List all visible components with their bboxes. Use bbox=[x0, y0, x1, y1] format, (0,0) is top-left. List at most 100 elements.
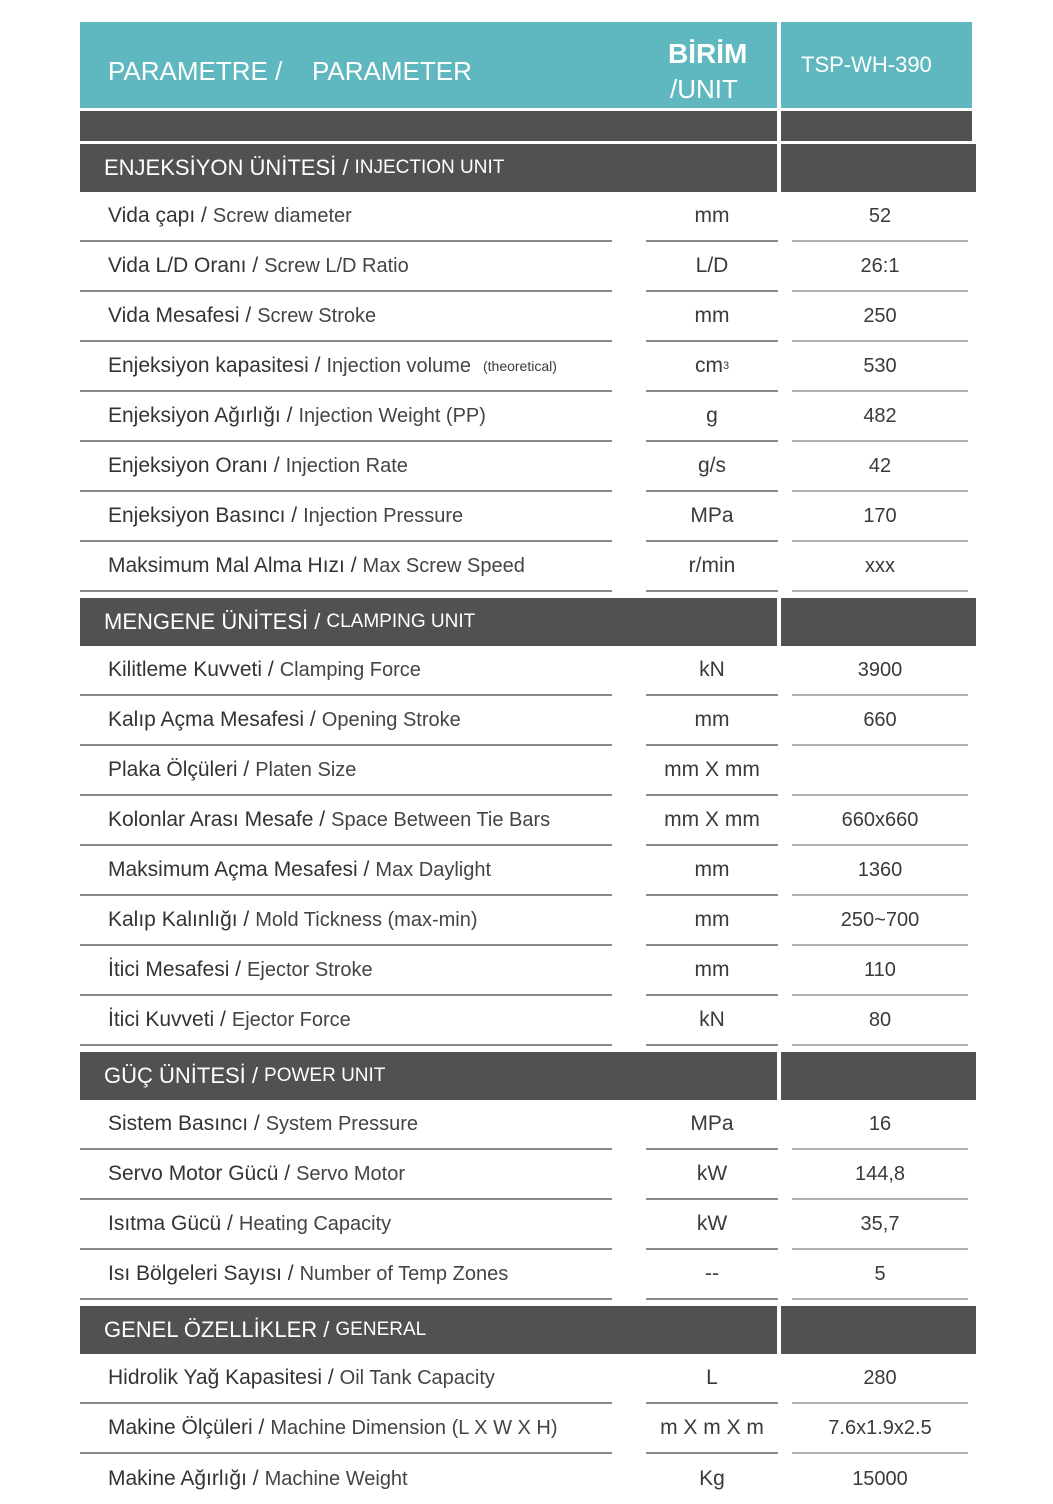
table-row: Kolonlar Arası Mesafe / Space Between Tie… bbox=[80, 796, 980, 846]
unit-text: kW bbox=[696, 1162, 728, 1185]
section-title: GÜÇ ÜNİTESİ / POWER UNIT bbox=[80, 1052, 777, 1100]
value-cell: 660x660 bbox=[792, 796, 968, 846]
parameter-cell: Kilitleme Kuvveti / Clamping Force bbox=[80, 646, 612, 696]
parameter-tr: İtici Mesafesi / bbox=[108, 958, 242, 981]
parameter-tr: Sistem Basıncı / bbox=[108, 1112, 260, 1135]
unit-cell: -- bbox=[646, 1250, 778, 1300]
unit-cell: kW bbox=[646, 1150, 778, 1200]
parameter-en: Clamping Force bbox=[279, 658, 421, 681]
parameter-cell: Enjeksiyon kapasitesi / Injection volume (… bbox=[80, 342, 612, 392]
parameter-en: Servo Motor bbox=[296, 1162, 406, 1185]
parameter-cell: Kalıp Açma Mesafesi / Opening Stroke bbox=[80, 696, 612, 746]
table-row: Sistem Basıncı / System Pressure MPa 16 bbox=[80, 1100, 980, 1150]
section-title-tr: MENGENE ÜNİTESİ / bbox=[104, 609, 321, 634]
value-cell: 530 bbox=[792, 342, 968, 392]
section-value-cell bbox=[781, 1052, 976, 1100]
parameter-tr: Servo Motor Gücü / bbox=[108, 1162, 291, 1185]
section-title: MENGENE ÜNİTESİ / CLAMPING UNIT bbox=[80, 598, 777, 646]
header-parameter-cell: PARAMETRE / PARAMETER BİRİM /UNIT bbox=[80, 22, 777, 108]
parameter-tr: Isıtma Gücü / bbox=[108, 1212, 233, 1235]
unit-text: L bbox=[706, 1366, 718, 1389]
parameter-cell: Hidrolik Yağ Kapasitesi / Oil Tank Capaci… bbox=[80, 1354, 612, 1404]
parameter-tr: Makine Ağırlığı / bbox=[108, 1467, 259, 1490]
unit-cell: g/s bbox=[646, 442, 778, 492]
value-cell: 250 bbox=[792, 292, 968, 342]
value-cell: 15000 bbox=[852, 1467, 908, 1490]
unit-text: mm bbox=[694, 908, 730, 931]
table-row: Servo Motor Gücü / Servo Motor kW 144,8 bbox=[80, 1150, 980, 1200]
table-row: Enjeksiyon kapasitesi / Injection volume (… bbox=[80, 342, 980, 392]
parameter-en: Screw Stroke bbox=[257, 304, 377, 327]
parameter-tr: Makine Ölçüleri / bbox=[108, 1416, 265, 1439]
parameter-cell: Plaka Ölçüleri / Platen Size bbox=[80, 746, 612, 796]
parameter-en: Screw diameter bbox=[212, 204, 352, 227]
parameter-en: Injection Pressure bbox=[303, 504, 464, 527]
parameter-tr: Kalıp Kalınlığı / bbox=[108, 908, 250, 931]
unit-text: mm bbox=[694, 858, 730, 881]
parameter-tr: Enjeksiyon Basıncı / bbox=[108, 504, 298, 527]
section-title-tr: GENEL ÖZELLİKLER / bbox=[104, 1317, 330, 1342]
unit-text: g bbox=[706, 404, 718, 427]
parameter-en: Injection Rate bbox=[285, 454, 408, 477]
parameter-en: Ejector Force bbox=[231, 1008, 351, 1031]
unit-text: cm bbox=[694, 354, 723, 377]
parameter-cell: Sistem Basıncı / System Pressure bbox=[80, 1100, 612, 1150]
parameter-cell: Servo Motor Gücü / Servo Motor bbox=[80, 1150, 612, 1200]
parameter-tr: Maksimum Mal Alma Hızı / bbox=[108, 554, 357, 577]
unit-text: kN bbox=[699, 1008, 725, 1031]
unit-cell: mm bbox=[646, 192, 778, 242]
table-header: PARAMETRE / PARAMETER BİRİM /UNIT TSP-WH… bbox=[80, 22, 980, 108]
unit-cell: MPa bbox=[646, 1100, 778, 1150]
value-cell: 660 bbox=[792, 696, 968, 746]
section-title-en: INJECTION UNIT bbox=[354, 157, 505, 178]
unit-cell: mm X mm bbox=[646, 746, 778, 796]
unit-cell: L/D bbox=[646, 242, 778, 292]
unit-cell: cm 3 bbox=[646, 342, 778, 392]
parameter-en: Machine Weight bbox=[264, 1467, 408, 1490]
value-cell: 250~700 bbox=[792, 896, 968, 946]
table-row: İtici Kuvveti / Ejector Force kN 80 bbox=[80, 996, 980, 1046]
parameter-cell: Kolonlar Arası Mesafe / Space Between Tie… bbox=[80, 796, 612, 846]
unit-cell: mm bbox=[646, 896, 778, 946]
unit-superscript: 3 bbox=[722, 360, 730, 372]
header-divider-bar bbox=[80, 111, 980, 141]
header-param-en: PARAMETER bbox=[312, 56, 472, 86]
parameter-note: (theoretical) bbox=[482, 358, 557, 374]
table-row: Maksimum Mal Alma Hızı / Max Screw Speed r… bbox=[80, 542, 980, 592]
parameter-tr: Enjeksiyon kapasitesi / bbox=[108, 354, 321, 377]
value-cell: 3900 bbox=[792, 646, 968, 696]
table-row: Isı Bölgeleri Sayısı / Number of Temp Zon… bbox=[80, 1250, 980, 1300]
parameter-cell: Makine Ağırlığı / Machine Weight bbox=[80, 1454, 612, 1504]
parameter-tr: Plaka Ölçüleri / bbox=[108, 758, 250, 781]
value-cell: 52 bbox=[792, 192, 968, 242]
parameter-cell: Kalıp Kalınlığı / Mold Tickness (max-min) bbox=[80, 896, 612, 946]
parameter-cell: İtici Mesafesi / Ejector Stroke bbox=[80, 946, 612, 996]
parameter-tr: Vida çapı / bbox=[108, 204, 207, 227]
section-title: GENEL ÖZELLİKLER / GENERAL bbox=[80, 1306, 777, 1354]
section-header: GENEL ÖZELLİKLER / GENERAL bbox=[80, 1306, 980, 1354]
value-cell: 110 bbox=[792, 946, 968, 996]
table-row: Vida Mesafesi / Screw Stroke mm 250 bbox=[80, 292, 980, 342]
header-unit-en: /UNIT bbox=[670, 74, 738, 104]
unit-text: MPa bbox=[690, 504, 734, 527]
unit-cell: Kg bbox=[646, 1454, 778, 1504]
unit-cell: kN bbox=[646, 996, 778, 1046]
section-value-cell bbox=[781, 144, 976, 192]
section-title: ENJEKSİYON ÜNİTESİ / INJECTION UNIT bbox=[80, 144, 777, 192]
parameter-en: Heating Capacity bbox=[238, 1212, 392, 1235]
unit-text: mm bbox=[694, 708, 730, 731]
parameter-cell: Vida L/D Oranı / Screw L/D Ratio bbox=[80, 242, 612, 292]
parameter-cell: Enjeksiyon Oranı / Injection Rate bbox=[80, 442, 612, 492]
parameter-tr: Hidrolik Yağ Kapasitesi / bbox=[108, 1366, 334, 1389]
section-header: ENJEKSİYON ÜNİTESİ / INJECTION UNIT bbox=[80, 144, 980, 192]
unit-text: m X m X m bbox=[660, 1416, 764, 1439]
parameter-en: Screw L/D Ratio bbox=[264, 254, 409, 277]
parameter-cell: Isı Bölgeleri Sayısı / Number of Temp Zon… bbox=[80, 1250, 612, 1300]
parameter-tr: Isı Bölgeleri Sayısı / bbox=[108, 1262, 294, 1285]
value-cell: 144,8 bbox=[792, 1150, 968, 1200]
unit-text: kW bbox=[696, 1212, 728, 1235]
parameter-tr: Kalıp Açma Mesafesi / bbox=[108, 708, 316, 731]
unit-text: MPa bbox=[690, 1112, 734, 1135]
unit-cell: r/min bbox=[646, 542, 778, 592]
header-model: TSP-WH-390 bbox=[781, 22, 972, 108]
